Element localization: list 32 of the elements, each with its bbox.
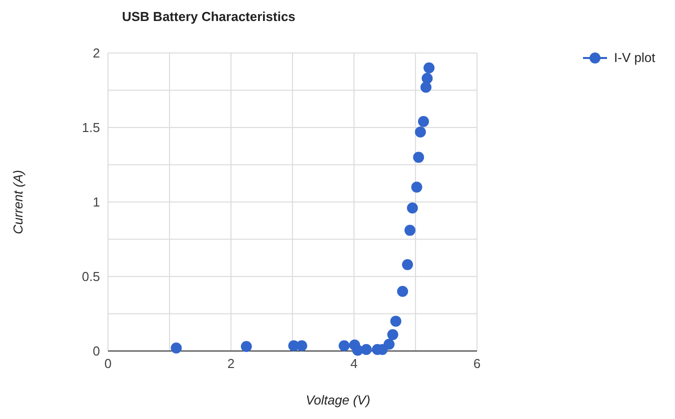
x-tick-label: 4 <box>350 356 358 372</box>
point <box>413 152 424 163</box>
point <box>397 286 408 297</box>
point <box>418 116 429 128</box>
y-tick-label: 2 <box>92 46 100 61</box>
point <box>384 338 395 350</box>
point <box>404 224 416 236</box>
point <box>360 344 372 356</box>
y-tick-label: 0.5 <box>82 269 100 284</box>
point <box>414 126 426 138</box>
y-tick-label: 1.5 <box>82 120 100 136</box>
chart-title: USB Battery Characteristics <box>122 9 296 24</box>
point <box>338 340 350 352</box>
point <box>406 202 418 214</box>
point <box>402 259 414 270</box>
point <box>296 340 308 352</box>
y-axis-title: Current (A) <box>10 170 26 234</box>
x-axis-title: Voltage (V) <box>306 392 370 408</box>
y-tick-label: 0 <box>92 344 100 359</box>
point <box>420 82 432 93</box>
x-tick-label: 2 <box>227 356 235 372</box>
legend-label: I-V plot <box>614 50 656 65</box>
y-tick-label: 1 <box>92 194 100 210</box>
point <box>424 62 435 74</box>
point <box>411 182 422 193</box>
x-tick-label: 6 <box>473 356 481 372</box>
point <box>387 329 398 340</box>
x-tick-label: 0 <box>104 356 112 372</box>
point <box>240 341 252 352</box>
point <box>170 342 182 354</box>
point <box>422 72 433 84</box>
point <box>390 316 402 327</box>
